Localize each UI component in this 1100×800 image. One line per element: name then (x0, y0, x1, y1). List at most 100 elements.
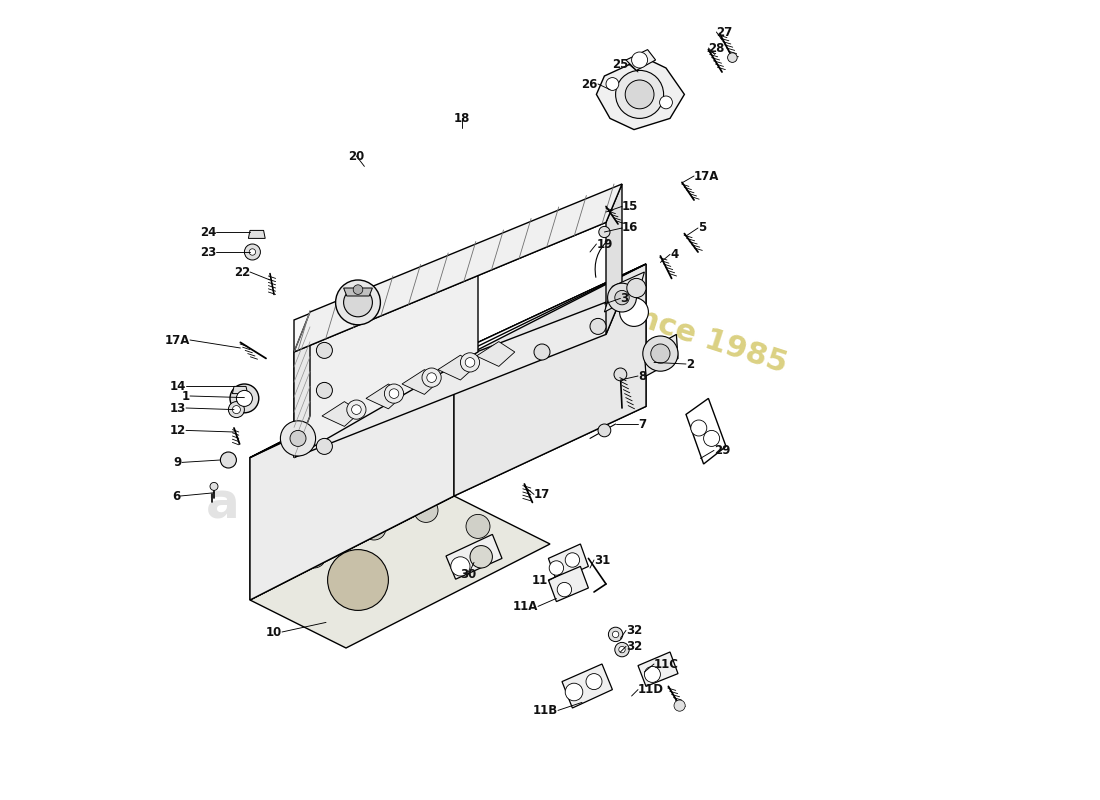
Polygon shape (294, 192, 606, 352)
Circle shape (353, 285, 363, 294)
Text: 8: 8 (638, 370, 647, 382)
Circle shape (317, 438, 332, 454)
Circle shape (230, 384, 258, 413)
Text: 4: 4 (670, 248, 679, 261)
Circle shape (606, 78, 619, 90)
Polygon shape (438, 355, 476, 380)
Circle shape (619, 646, 625, 653)
Circle shape (674, 700, 685, 711)
Circle shape (461, 353, 480, 372)
Circle shape (422, 368, 441, 387)
Text: 11C: 11C (654, 658, 679, 670)
Circle shape (466, 514, 490, 538)
Polygon shape (250, 354, 454, 600)
Text: 25: 25 (612, 58, 628, 70)
Circle shape (346, 400, 366, 419)
Circle shape (627, 278, 646, 298)
Polygon shape (476, 342, 515, 366)
Text: 15: 15 (621, 200, 638, 213)
Text: 18: 18 (454, 112, 470, 125)
Circle shape (616, 70, 663, 118)
Text: 6: 6 (172, 490, 180, 502)
Circle shape (615, 642, 629, 657)
Text: 11: 11 (532, 574, 549, 587)
Text: 17A: 17A (165, 334, 190, 346)
Circle shape (558, 582, 572, 597)
Circle shape (302, 544, 326, 568)
Circle shape (414, 498, 438, 522)
Text: 14: 14 (169, 380, 186, 393)
Text: 11A: 11A (513, 600, 538, 613)
Polygon shape (250, 496, 550, 648)
Text: 12: 12 (169, 424, 186, 437)
Text: 26: 26 (582, 78, 598, 90)
Text: 30: 30 (460, 568, 476, 581)
Polygon shape (638, 652, 678, 686)
Circle shape (328, 550, 388, 610)
Polygon shape (232, 386, 248, 394)
Text: 29: 29 (714, 444, 730, 457)
Text: 24: 24 (200, 226, 217, 238)
Text: 10: 10 (266, 626, 282, 638)
Polygon shape (250, 264, 646, 458)
Circle shape (229, 402, 244, 418)
Circle shape (384, 384, 404, 403)
Text: 19: 19 (596, 238, 613, 250)
Text: 3: 3 (620, 292, 628, 305)
Circle shape (362, 516, 386, 540)
Text: 5: 5 (698, 222, 706, 234)
Polygon shape (250, 264, 646, 458)
Text: 22: 22 (233, 266, 250, 278)
Polygon shape (562, 664, 613, 708)
Polygon shape (606, 184, 621, 334)
Text: 20: 20 (349, 150, 364, 162)
Circle shape (343, 288, 373, 317)
Circle shape (727, 53, 737, 62)
Circle shape (236, 390, 252, 406)
Polygon shape (549, 566, 588, 602)
Circle shape (250, 249, 255, 255)
Circle shape (317, 342, 332, 358)
Text: conn: conn (286, 529, 390, 567)
Circle shape (619, 298, 648, 326)
Text: eu: eu (286, 418, 386, 486)
Text: 23: 23 (200, 246, 217, 258)
Polygon shape (454, 264, 646, 496)
Polygon shape (249, 230, 265, 238)
Circle shape (625, 80, 654, 109)
Text: since 1985: since 1985 (606, 294, 791, 378)
Circle shape (631, 52, 648, 68)
Polygon shape (549, 544, 588, 581)
Circle shape (565, 683, 583, 701)
Circle shape (590, 318, 606, 334)
Circle shape (565, 553, 580, 567)
Text: 2: 2 (686, 358, 694, 370)
Circle shape (280, 421, 316, 456)
Circle shape (290, 430, 306, 446)
Polygon shape (250, 354, 454, 600)
Text: 17A: 17A (694, 170, 719, 182)
Text: 13: 13 (169, 402, 186, 414)
Circle shape (336, 280, 381, 325)
Text: 32: 32 (626, 640, 642, 653)
Circle shape (613, 631, 619, 638)
Text: 11D: 11D (638, 683, 664, 696)
Polygon shape (343, 288, 373, 296)
Circle shape (651, 344, 670, 363)
Circle shape (317, 382, 332, 398)
Circle shape (470, 546, 493, 568)
Text: 7: 7 (638, 418, 646, 430)
Circle shape (645, 666, 660, 682)
Polygon shape (294, 248, 478, 458)
Polygon shape (366, 384, 405, 409)
Polygon shape (645, 334, 678, 376)
Polygon shape (294, 184, 621, 352)
Circle shape (362, 572, 386, 596)
Text: 9: 9 (174, 456, 182, 469)
Circle shape (608, 627, 623, 642)
Text: 11B: 11B (532, 704, 558, 717)
Polygon shape (686, 398, 726, 464)
Circle shape (352, 405, 361, 414)
Circle shape (607, 283, 637, 312)
Circle shape (586, 674, 602, 690)
